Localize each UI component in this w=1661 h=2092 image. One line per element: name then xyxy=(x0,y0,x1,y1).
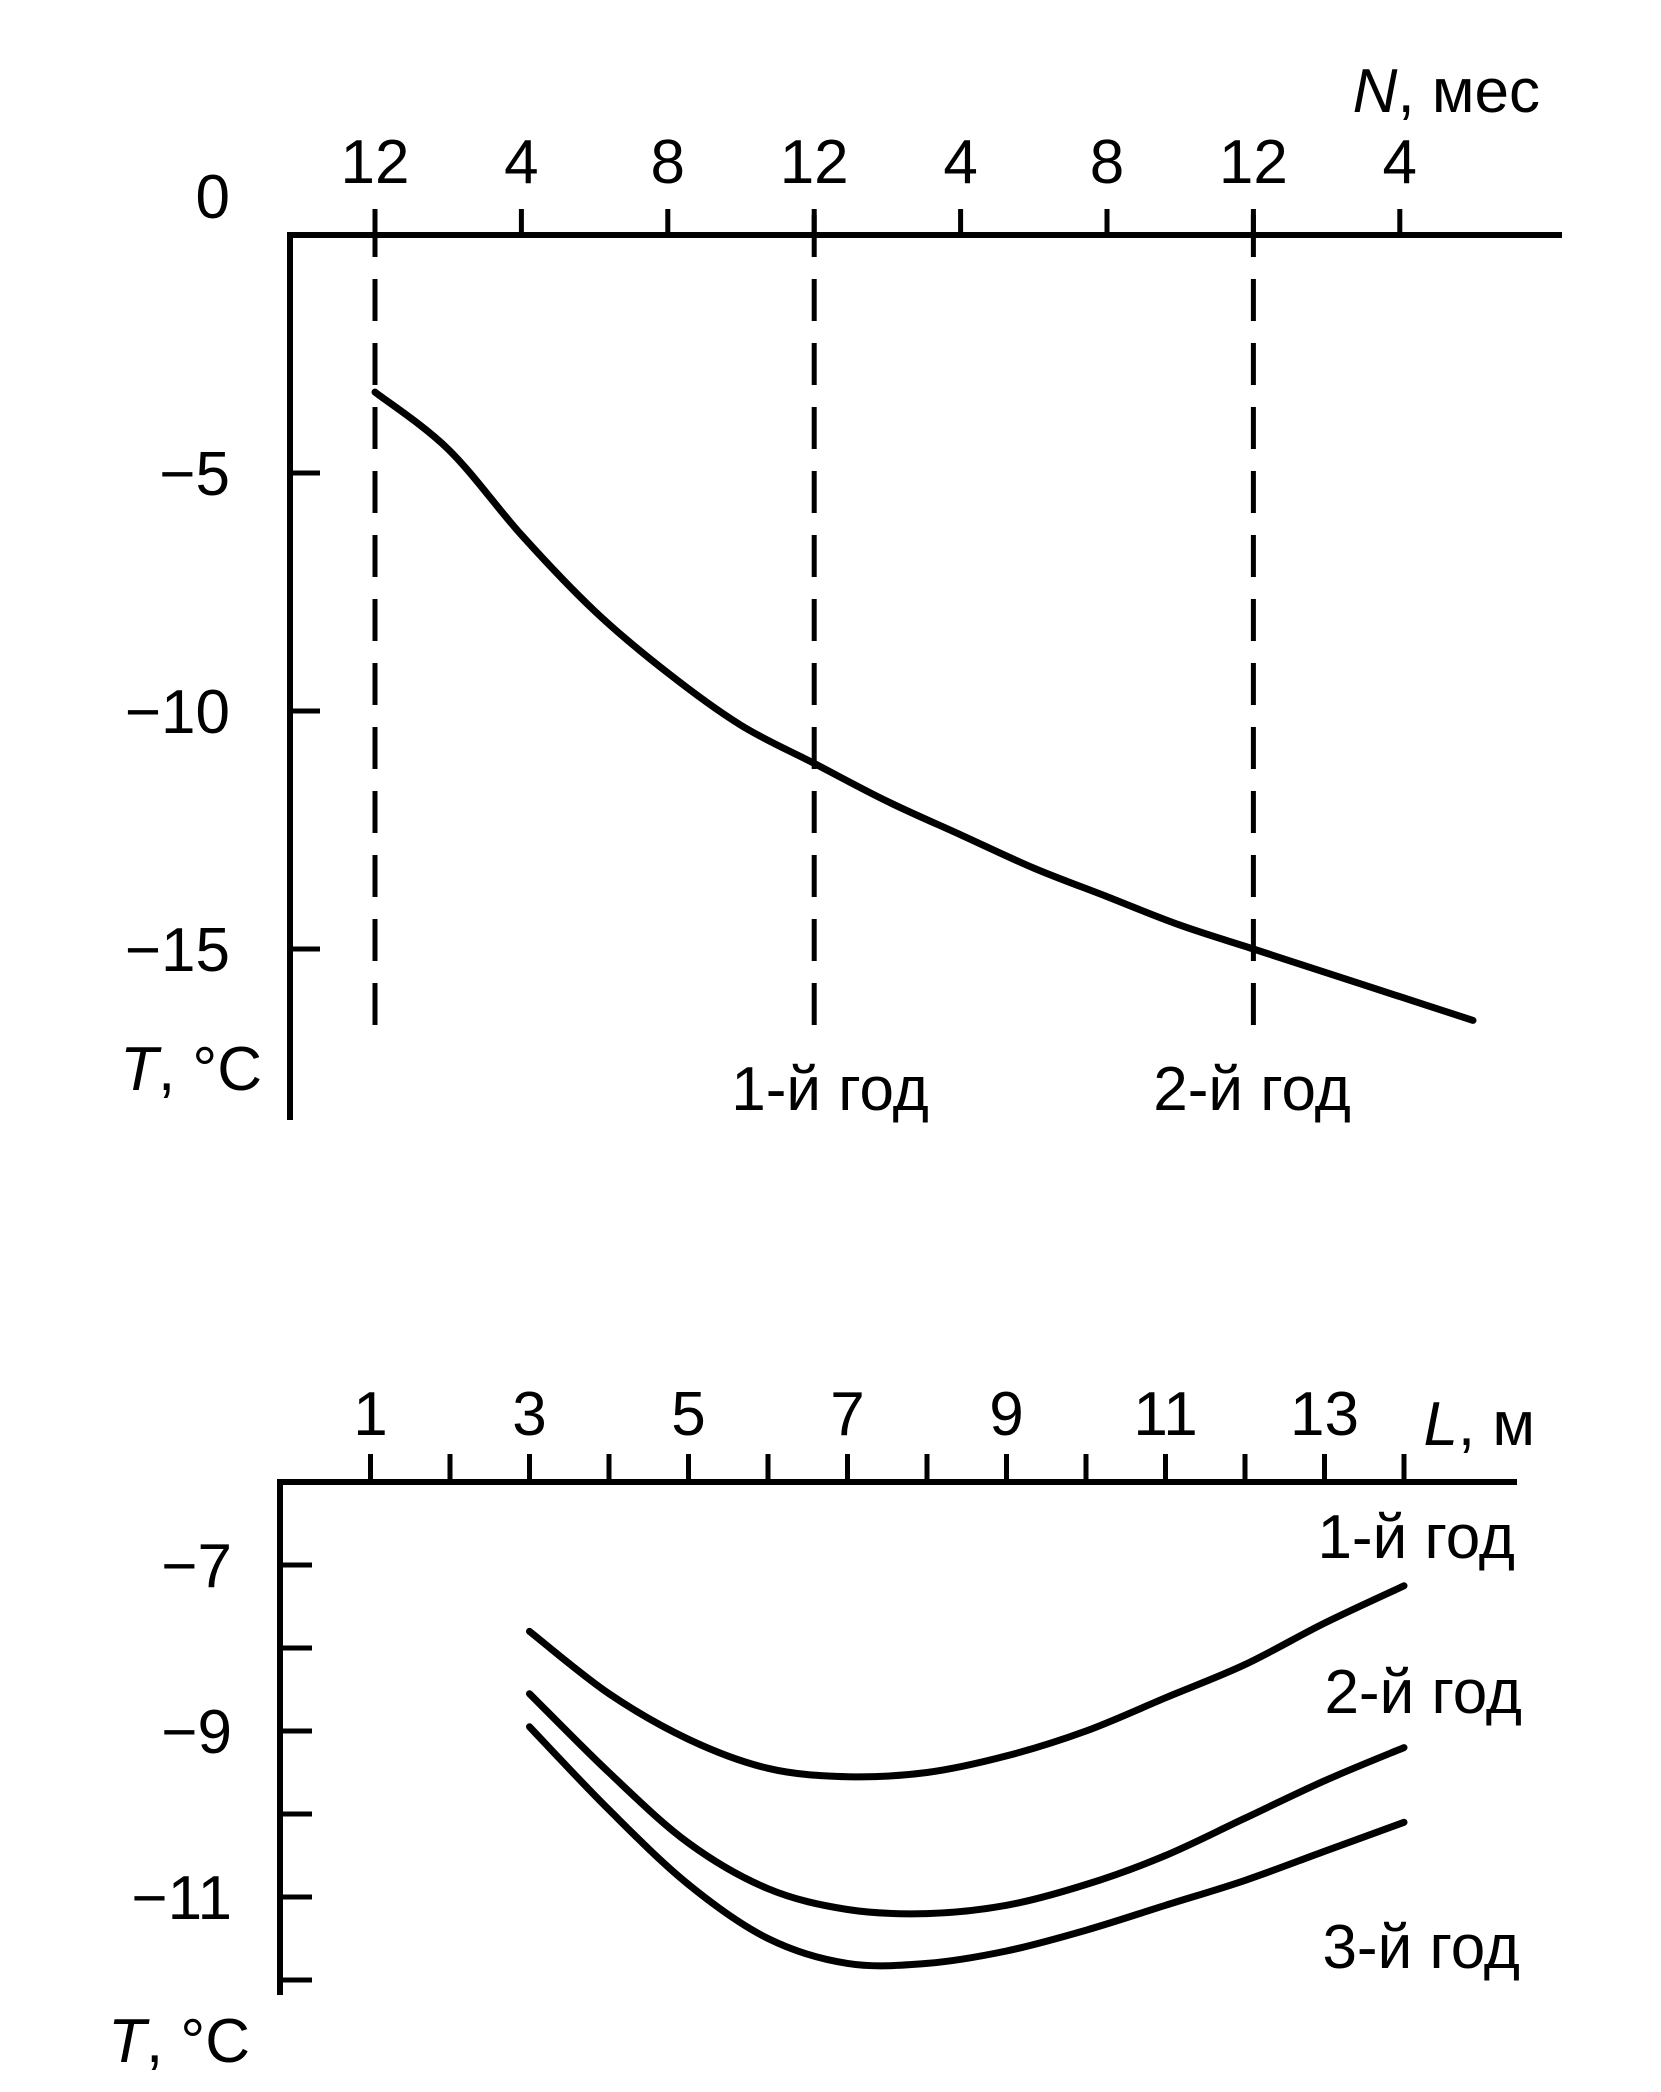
bottom-x-tick-label-3: 7 xyxy=(830,1380,864,1449)
top-x-tick-label-3: 12 xyxy=(780,128,849,197)
bottom-x-tick-label-4: 9 xyxy=(989,1380,1023,1449)
bottom-x-axis-title: L, м xyxy=(1423,1390,1535,1459)
series-label-year-2: 2-й год xyxy=(1324,1658,1522,1727)
ref-label-year-2: 2-й год xyxy=(1153,1055,1351,1124)
bottom-series-line-2 xyxy=(526,1723,1408,1970)
bottom-x-tick-label-6: 13 xyxy=(1290,1380,1359,1449)
bottom-x-tick-label-0: 1 xyxy=(353,1380,387,1449)
top-reference-lines xyxy=(372,215,1256,1030)
bottom-y-tick-label-1: −9 xyxy=(161,1698,232,1767)
chart-bottom: 1 3 5 7 9 11 13 −7−9−11 L, м T, °C 1-й год 2-й… xyxy=(108,1380,1535,2076)
bottom-series xyxy=(526,1582,1408,1970)
top-y-axis-title: T, °C xyxy=(120,1035,262,1104)
bottom-y-tick-label-0: −7 xyxy=(161,1532,232,1601)
top-x-tick-label-2: 8 xyxy=(651,128,685,197)
bottom-y-tick-label-2: −11 xyxy=(131,1864,232,1933)
top-y-tick-label-3: −15 xyxy=(125,916,230,985)
bottom-x-ticks: 1 3 5 7 9 11 13 xyxy=(353,1380,1407,1482)
top-y-tick-label-2: −10 xyxy=(125,678,230,747)
top-x-tick-label-5: 8 xyxy=(1090,128,1124,197)
top-x-tick-label-7: 4 xyxy=(1383,128,1417,197)
bottom-x-tick-label-5: 11 xyxy=(1133,1380,1197,1449)
series-label-year-1: 1-й год xyxy=(1317,1503,1515,1572)
top-x-tick-label-0: 12 xyxy=(341,128,410,197)
top-x-axis-title: N, мес xyxy=(1353,57,1540,126)
top-y-tick-label-1: −5 xyxy=(159,440,230,509)
chart-top: 12 4 8 12 4 8 12 4 0 −5 −10 −15 N, мес T, °C 1-й г… xyxy=(120,57,1562,1124)
bottom-y-axis-title: T, °C xyxy=(108,2007,250,2076)
top-series xyxy=(371,388,1477,1024)
bottom-x-tick-label-1: 3 xyxy=(512,1380,546,1449)
series-label-year-3: 3-й год xyxy=(1322,1913,1520,1982)
bottom-y-ticks: −7 −9 −11 xyxy=(131,1532,312,1983)
top-x-ticks: 12 4 8 12 4 8 12 4 xyxy=(341,128,1417,235)
top-series-line-0 xyxy=(371,388,1477,1024)
top-y-ticks: 0 −5 −10 −15 xyxy=(125,163,320,985)
top-x-tick-label-4: 4 xyxy=(943,128,977,197)
top-y-tick-label-0: 0 xyxy=(196,163,230,232)
top-x-tick-label-6: 12 xyxy=(1219,128,1288,197)
ref-label-year-1: 1-й год xyxy=(731,1055,929,1124)
bottom-series-line-0 xyxy=(526,1582,1408,1781)
bottom-series-line-1 xyxy=(526,1690,1408,1918)
top-x-tick-label-1: 4 xyxy=(504,128,538,197)
bottom-x-tick-label-2: 5 xyxy=(671,1380,705,1449)
